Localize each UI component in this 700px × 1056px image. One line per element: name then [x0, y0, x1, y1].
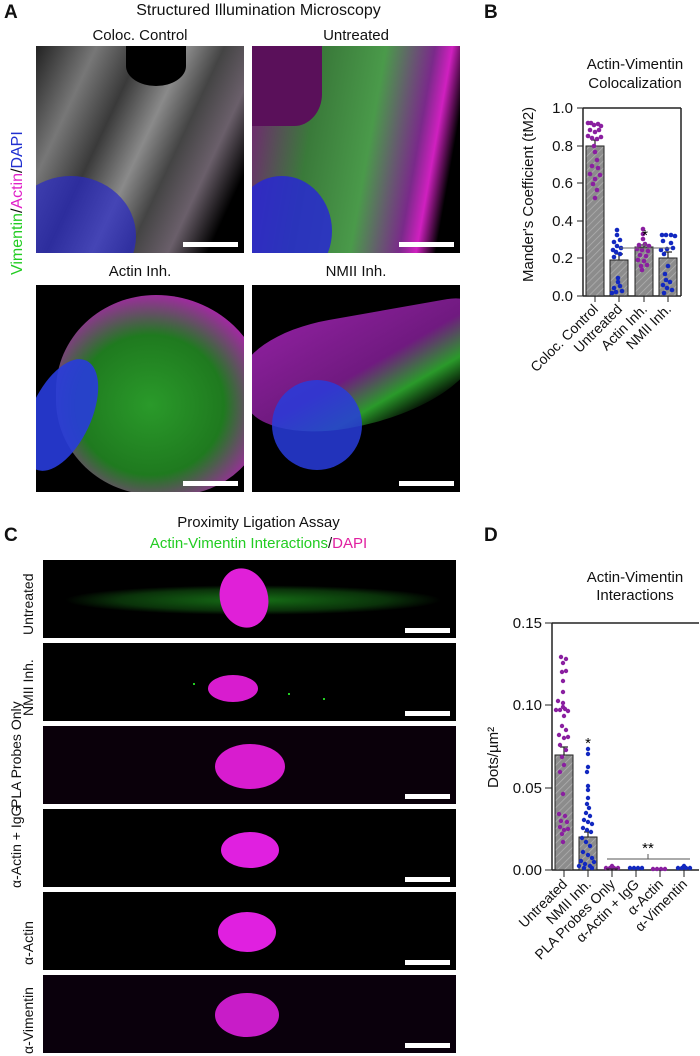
- image-title-nmii-inh: NMII Inh.: [325, 263, 387, 280]
- nucleus: [215, 993, 279, 1037]
- scale-bar: [405, 1043, 450, 1048]
- pla-image-vimentin: [43, 975, 456, 1053]
- nucleus: [272, 380, 362, 470]
- row-label-untreated: Untreated: [20, 573, 36, 635]
- sim-image-coloc-control: [36, 46, 244, 253]
- image-title-untreated: Untreated: [323, 27, 389, 44]
- sim-image-nmii-inh: [252, 285, 460, 492]
- channel-actin: Actin: [9, 173, 26, 209]
- sim-image-untreated: [252, 46, 460, 253]
- scale-bar: [183, 242, 238, 247]
- bar-actin-inh: [634, 246, 654, 297]
- nucleus: [218, 912, 276, 952]
- y-tick: 0.0: [552, 288, 573, 305]
- nucleus: [36, 176, 136, 253]
- panel-c-label: C: [4, 525, 18, 546]
- scale-bar: [183, 481, 238, 486]
- scale-bar: [399, 481, 454, 486]
- y-tick: 0.15: [513, 615, 542, 632]
- nucleus: [252, 176, 332, 253]
- subtitle-dapi: DAPI: [332, 535, 368, 552]
- row-label-pla-probes-only: PLA Probes Only: [8, 701, 24, 808]
- panel-d-label: D: [484, 525, 498, 546]
- pla-image-untreated: [43, 560, 456, 638]
- image-title-coloc-control: Coloc. Control: [92, 27, 188, 44]
- nucleus: [215, 744, 285, 789]
- significance-double-star: **: [642, 840, 654, 857]
- significance-star: *: [642, 227, 648, 244]
- scale-bar: [405, 794, 450, 799]
- channel-vimentin: Vimentin: [9, 213, 26, 275]
- row-label-actin: α-Actin: [20, 921, 36, 965]
- y-tick: 0.05: [513, 780, 542, 797]
- scale-bar: [405, 877, 450, 882]
- significance-star-nmii: *: [585, 735, 591, 752]
- pla-image-nmii-inh: [43, 643, 456, 721]
- points-nmii-inh: [658, 232, 678, 296]
- panel-b-label: B: [484, 2, 498, 23]
- pla-image-actin: [43, 892, 456, 970]
- points-coloc-control: [585, 120, 604, 201]
- y-tick: 0.2: [552, 250, 573, 267]
- points-nmii-inh: [576, 746, 597, 871]
- nucleus: [213, 562, 275, 634]
- y-tick: 0.4: [552, 213, 573, 230]
- y-tick: 0.10: [513, 697, 542, 714]
- points-actin-inh: [634, 226, 652, 273]
- row-label-actin-igg: α-Actin + IgG: [8, 805, 24, 888]
- panel-c-subtitle: Actin-Vimentin Interactions/DAPI: [149, 535, 368, 552]
- chart-b-title: Actin-Vimentin Colocalization: [586, 56, 684, 92]
- panel-a-title: Structured Illumination Microscopy: [136, 2, 381, 19]
- image-title-actin-inh: Actin Inh.: [108, 263, 172, 280]
- chart-d-plot: 0.00 0.05 0.10 0.15 * ** Untreated NMII …: [513, 615, 699, 963]
- subtitle-interactions: Actin-Vimentin Interactions: [149, 535, 328, 552]
- y-tick: 1.0: [552, 100, 573, 117]
- y-tick: 0.8: [552, 138, 573, 155]
- scale-bar: [405, 628, 450, 633]
- points-untreated: [553, 654, 571, 845]
- scale-bar: [405, 711, 450, 716]
- scale-bar: [405, 960, 450, 965]
- y-tick: 0.00: [513, 862, 542, 879]
- bar-coloc-control: [585, 145, 605, 297]
- nucleus: [208, 675, 258, 702]
- chart-b-plot: 0.0 0.2 0.4 0.6 0.8 1.0: [527, 100, 682, 375]
- channel-dapi: DAPI: [9, 131, 26, 169]
- pla-image-pla-probes-only: [43, 726, 456, 804]
- chart-d-title: Actin-Vimentin Interactions: [586, 569, 684, 604]
- sim-image-actin-inh: [36, 285, 244, 492]
- panel-a-label: A: [4, 2, 18, 23]
- row-label-vimentin: α-Vimentin: [20, 987, 36, 1054]
- nucleus: [221, 832, 279, 868]
- panel-c-title: Proximity Ligation Assay: [177, 514, 340, 531]
- y-tick: 0.6: [552, 175, 573, 192]
- scale-bar: [399, 242, 454, 247]
- channel-legend: Vimentin/Actin/DAPI: [9, 131, 26, 275]
- pla-image-actin-igg: [43, 809, 456, 887]
